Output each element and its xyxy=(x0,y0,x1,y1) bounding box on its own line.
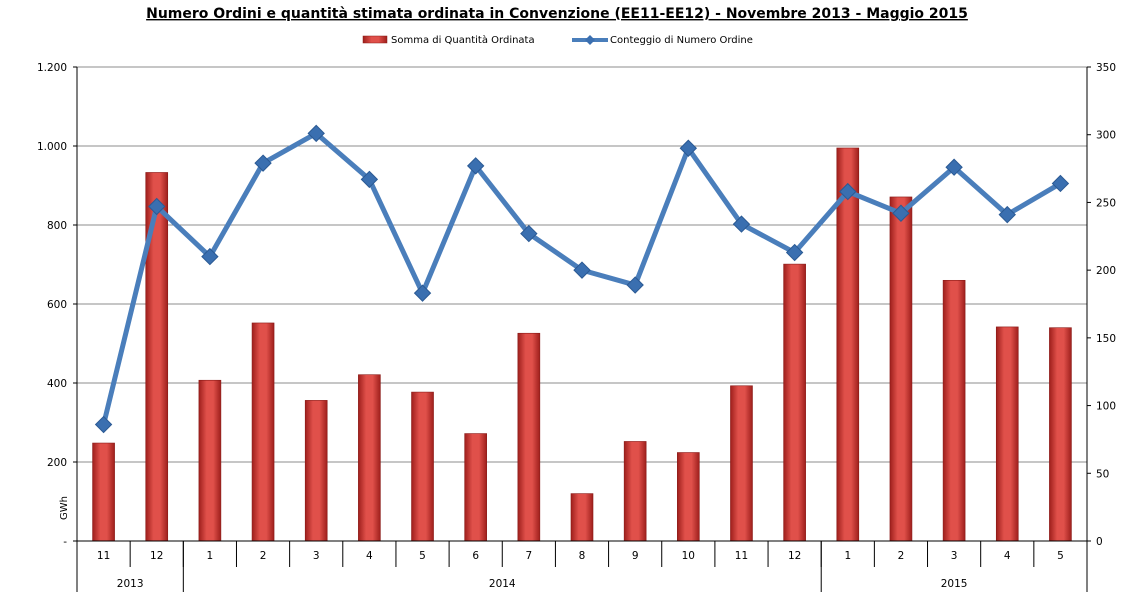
x-tick-label: 11 xyxy=(97,550,110,562)
year-group-label: 2015 xyxy=(941,578,968,590)
bar xyxy=(198,379,222,542)
bar xyxy=(570,493,594,542)
x-tick-label: 7 xyxy=(525,550,532,562)
bar xyxy=(1049,327,1072,542)
bar xyxy=(411,391,434,542)
series-line xyxy=(101,130,1062,426)
y-right-tick-label: 350 xyxy=(1096,62,1116,74)
y-left-tick-label: 200 xyxy=(47,457,67,469)
x-tick-label: 5 xyxy=(1057,550,1064,562)
bar-series xyxy=(92,147,1072,542)
line-point xyxy=(254,154,272,172)
line-point xyxy=(520,224,538,243)
bar xyxy=(730,385,753,542)
x-tick-label: 5 xyxy=(419,550,426,562)
axes: - 200 400 600 800 1.000 1.200 0 50 100 150 200 250 30… xyxy=(37,62,1116,592)
legend-bar-swatch xyxy=(362,35,388,44)
bar xyxy=(942,279,966,542)
x-tick-label: 9 xyxy=(632,550,639,562)
x-tick-label: 2 xyxy=(898,550,905,562)
line-point xyxy=(785,243,804,262)
y-left-tick-label: 800 xyxy=(47,220,67,232)
year-group-label: 2013 xyxy=(117,578,144,590)
bar xyxy=(623,441,647,542)
line-point xyxy=(413,284,432,302)
x-tick-label: 11 xyxy=(735,550,748,562)
bar xyxy=(783,263,806,542)
x-tick-label: 3 xyxy=(951,550,958,562)
line-point xyxy=(1051,174,1070,193)
x-tick-label: 1 xyxy=(207,550,214,562)
bar xyxy=(836,147,860,542)
year-group-label: 2014 xyxy=(489,578,516,590)
y-left-tick-label: 400 xyxy=(47,378,67,390)
y-right-tick-label: 50 xyxy=(1096,468,1109,480)
bar xyxy=(358,374,381,542)
bar xyxy=(251,322,275,542)
y-right-tick-label: 250 xyxy=(1096,197,1116,209)
x-tick-label: 1 xyxy=(844,550,851,562)
x-tick-label: 12 xyxy=(788,550,801,562)
bar xyxy=(304,400,328,542)
y-right-tick-label: 150 xyxy=(1096,333,1116,345)
x-tick-label: 10 xyxy=(682,550,695,562)
bar xyxy=(889,196,913,542)
x-tick-label: 12 xyxy=(150,550,163,562)
line-point xyxy=(94,415,113,434)
line-point xyxy=(732,215,751,233)
bar xyxy=(92,442,115,542)
y-left-tick-label: 600 xyxy=(47,299,67,311)
y-right-tick-label: 100 xyxy=(1096,401,1116,413)
x-tick-label: 4 xyxy=(1004,550,1011,562)
y-left-tick-label: 1.000 xyxy=(37,141,67,153)
line-point xyxy=(998,205,1016,224)
line-series xyxy=(94,124,1070,434)
legend-line-marker xyxy=(585,35,595,45)
bar xyxy=(677,452,700,542)
line-point xyxy=(892,204,910,222)
line-point xyxy=(573,261,591,279)
line-point xyxy=(945,158,963,176)
chart-title: Numero Ordini e quantità stimata ordinat… xyxy=(146,6,968,22)
y-axis-label: GWh xyxy=(59,496,70,520)
line-point xyxy=(201,247,219,266)
legend: Somma di Quantità Ordinata Conteggio di N… xyxy=(362,34,753,46)
y-left-tick-label: 1.200 xyxy=(37,62,67,74)
x-tick-label: 6 xyxy=(472,550,479,562)
gridlines xyxy=(77,66,1087,463)
line-point xyxy=(679,139,698,157)
x-tick-label: 2 xyxy=(260,550,267,562)
line-point xyxy=(148,197,166,216)
y-left-tick-label: - xyxy=(63,536,67,548)
x-tick-label: 3 xyxy=(313,550,320,562)
y-right-tick-label: 300 xyxy=(1096,130,1116,142)
bar xyxy=(995,326,1019,542)
line-point xyxy=(839,182,857,201)
x-tick-label: 8 xyxy=(579,550,586,562)
y-right-tick-label: 200 xyxy=(1096,265,1116,277)
line-point xyxy=(626,276,644,294)
line-point xyxy=(307,124,325,143)
line-point xyxy=(360,170,379,189)
x-tick-label: 4 xyxy=(366,550,373,562)
bar xyxy=(464,433,487,542)
line-point xyxy=(466,157,485,175)
legend-label-bar: Somma di Quantità Ordinata xyxy=(391,34,535,46)
legend-label-line: Conteggio di Numero Ordine xyxy=(610,35,753,46)
bar xyxy=(517,332,541,542)
y-right-tick-label: 0 xyxy=(1096,536,1103,548)
